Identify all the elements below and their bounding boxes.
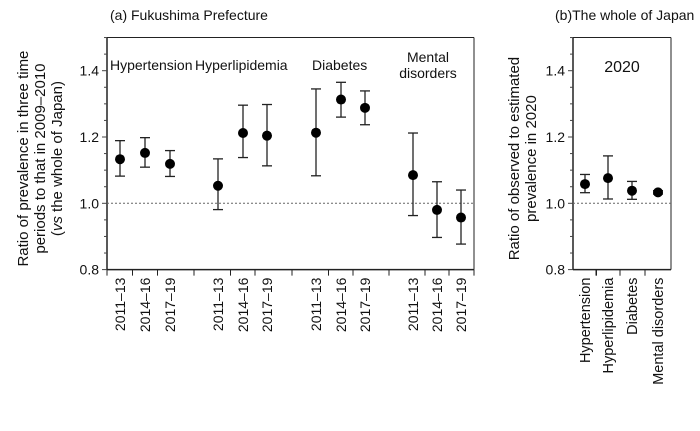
- x-tick-label: 2014–16: [137, 277, 153, 332]
- group-label: Mental: [407, 49, 449, 65]
- y-axis-label: prevalence in 2020: [523, 95, 540, 222]
- y-axis-label: Ratio of prevalence in three time: [15, 51, 32, 267]
- x-tick-label: 2011–13: [308, 277, 324, 331]
- x-tick-label: Diabetes: [625, 278, 641, 335]
- y-axis-label: periods to that in 2009–2010: [32, 63, 49, 253]
- data-point: [140, 147, 150, 158]
- x-tick-label: 2017–19: [162, 277, 178, 332]
- data-point: [262, 130, 272, 141]
- y-axis-label: Ratio of observed to estimated: [506, 57, 523, 260]
- x-tick-label: 2017–19: [357, 277, 373, 332]
- x-tick-label: 2014–16: [235, 277, 251, 332]
- data-point: [627, 185, 637, 196]
- group-label: Hypertension: [110, 57, 193, 73]
- x-tick-label: Mental disorders: [651, 278, 667, 385]
- y-tick-label: 1.0: [546, 195, 566, 211]
- data-point: [238, 128, 248, 139]
- x-tick-label: 2011–13: [112, 277, 128, 331]
- y-axis-label: (vs the whole of Japan): [49, 81, 66, 236]
- x-tick-label: 2011–13: [210, 277, 226, 331]
- data-point: [603, 173, 613, 184]
- data-point: [456, 212, 466, 223]
- x-tick-label: Hyperlipidemia: [601, 277, 617, 374]
- group-label: Hyperlipidemia: [195, 57, 288, 73]
- data-point: [653, 187, 663, 198]
- group-label: disorders: [399, 65, 457, 81]
- panel-title: (b)The whole of Japan: [555, 7, 694, 23]
- data-point: [165, 158, 175, 169]
- data-point: [580, 179, 590, 190]
- y-tick-label: 0.8: [546, 262, 566, 278]
- data-point: [213, 180, 223, 191]
- x-tick-label: 2017–19: [259, 277, 275, 332]
- y-tick-label: 1.0: [80, 195, 100, 211]
- y-tick-label: 1.4: [80, 63, 100, 79]
- y-tick-label: 0.8: [80, 262, 100, 278]
- data-point: [115, 154, 125, 165]
- x-tick-label: Hypertension: [578, 278, 594, 363]
- data-point: [432, 204, 442, 215]
- annotation-year: 2020: [604, 59, 640, 76]
- group-label: Diabetes: [312, 57, 367, 73]
- x-tick-label: 2017–19: [453, 277, 469, 332]
- data-point: [311, 127, 321, 138]
- data-point: [408, 170, 418, 181]
- x-tick-label: 2014–16: [333, 277, 349, 332]
- y-tick-label: 1.2: [546, 129, 566, 145]
- x-tick-label: 2014–16: [429, 277, 445, 332]
- data-point: [336, 94, 346, 105]
- y-tick-label: 1.2: [80, 129, 100, 145]
- data-point: [360, 102, 370, 113]
- y-tick-label: 1.4: [546, 63, 566, 79]
- panel-title: (a) Fukushima Prefecture: [110, 7, 268, 23]
- x-tick-label: 2011–13: [405, 277, 421, 331]
